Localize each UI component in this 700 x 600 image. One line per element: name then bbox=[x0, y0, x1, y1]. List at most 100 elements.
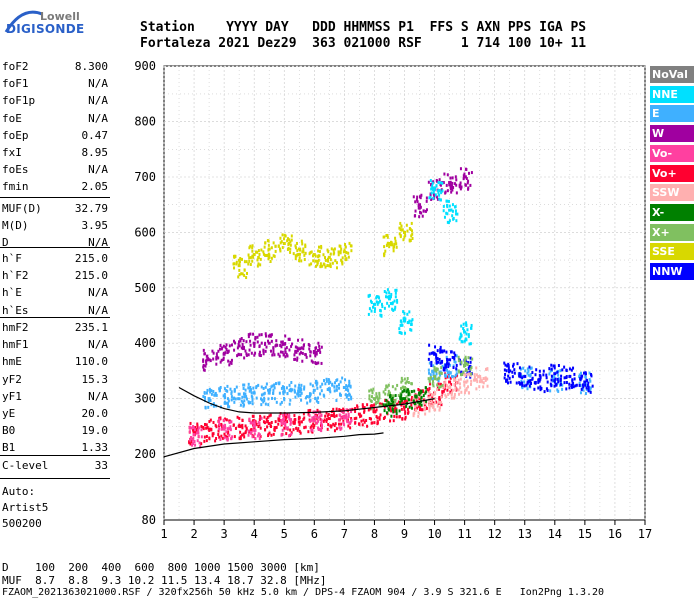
echo-pixel bbox=[439, 361, 442, 365]
echo-pixel bbox=[451, 214, 454, 218]
y-tick-label: 600 bbox=[134, 225, 156, 239]
echo-pixel bbox=[286, 420, 289, 424]
echo-pixel bbox=[196, 427, 199, 431]
echo-pixel bbox=[404, 415, 407, 419]
echo-pixel bbox=[312, 351, 315, 355]
echo-pixel bbox=[282, 353, 285, 357]
echo-pixel bbox=[288, 402, 291, 406]
echo-pixel bbox=[328, 388, 331, 392]
echo-pixel bbox=[428, 379, 431, 383]
echo-pixel bbox=[229, 387, 232, 391]
param-value: 15.3 bbox=[81, 372, 109, 386]
echo-pixel bbox=[320, 361, 323, 365]
echo-pixel bbox=[477, 375, 480, 379]
echo-pixel bbox=[335, 414, 338, 418]
echo-pixel bbox=[403, 407, 406, 411]
echo-pixel bbox=[215, 357, 218, 361]
param-key: D bbox=[2, 236, 9, 250]
echo-pixel bbox=[243, 260, 246, 264]
echo-pixel bbox=[467, 372, 470, 376]
echo-pixel bbox=[425, 196, 428, 200]
echo-pixel bbox=[257, 262, 260, 266]
echo-pixel bbox=[449, 390, 452, 394]
echo-pixel bbox=[513, 368, 516, 372]
echo-pixel bbox=[203, 352, 206, 356]
echo-pixel bbox=[332, 412, 335, 416]
echo-pixel bbox=[410, 322, 413, 326]
echo-pixel bbox=[329, 252, 332, 256]
echo-pixel bbox=[241, 426, 244, 430]
echo-pixel bbox=[230, 390, 233, 394]
echo-pixel bbox=[329, 262, 332, 266]
echo-pixel bbox=[194, 443, 197, 447]
echo-pixel bbox=[455, 372, 458, 376]
echo-pixel bbox=[233, 266, 236, 270]
echo-pixel bbox=[281, 233, 284, 237]
x-tick-label: 7 bbox=[341, 527, 348, 541]
echo-pixel bbox=[524, 369, 527, 373]
echo-pixel bbox=[378, 396, 381, 400]
echo-pixel bbox=[360, 414, 363, 418]
echo-pixel bbox=[542, 373, 545, 377]
echo-pixel bbox=[465, 332, 468, 336]
echo-pixel bbox=[343, 423, 346, 427]
echo-pixel bbox=[458, 382, 461, 386]
echo-pixel bbox=[212, 389, 215, 393]
echo-pixel bbox=[277, 422, 280, 426]
data-point bbox=[297, 420, 301, 424]
echo-pixel bbox=[273, 353, 276, 357]
param-value: 235.1 bbox=[74, 321, 108, 334]
echo-pixel bbox=[223, 427, 226, 431]
echo-pixel bbox=[297, 417, 300, 421]
echo-pixel bbox=[444, 190, 447, 194]
echo-pixel bbox=[443, 385, 446, 389]
echo-pixel bbox=[209, 359, 212, 363]
echo-pixel bbox=[200, 425, 203, 429]
echo-pixel bbox=[375, 392, 378, 396]
echo-pixel bbox=[462, 322, 465, 326]
data-point bbox=[342, 250, 346, 254]
legend-item: W bbox=[650, 125, 694, 143]
echo-pixel bbox=[398, 232, 401, 236]
echo-pixel bbox=[528, 365, 531, 369]
echo-pixel bbox=[573, 377, 576, 381]
echo-pixel bbox=[464, 362, 467, 366]
echo-pixel bbox=[399, 395, 402, 399]
series-sse bbox=[232, 221, 414, 280]
legend-item: SSE bbox=[650, 243, 694, 261]
echo-pixel bbox=[480, 379, 483, 383]
echo-pixel bbox=[553, 364, 556, 368]
echo-pixel bbox=[205, 359, 208, 363]
echo-pixel bbox=[346, 393, 349, 397]
echo-pixel bbox=[384, 399, 387, 403]
echo-pixel bbox=[253, 353, 256, 357]
echo-pixel bbox=[238, 260, 241, 264]
echo-pixel bbox=[471, 357, 474, 361]
echo-pixel bbox=[308, 347, 311, 351]
echo-pixel bbox=[316, 414, 319, 418]
echo-pixel bbox=[373, 309, 376, 313]
echo-pixel bbox=[227, 430, 230, 434]
data-point bbox=[448, 208, 452, 212]
echo-pixel bbox=[197, 426, 200, 430]
echo-pixel bbox=[372, 305, 375, 309]
echo-pixel bbox=[377, 295, 380, 299]
echo-pixel bbox=[586, 384, 589, 388]
echo-pixel bbox=[386, 235, 389, 239]
echo-pixel bbox=[197, 431, 200, 435]
echo-pixel bbox=[549, 389, 552, 393]
echo-pixel bbox=[290, 389, 293, 393]
echo-pixel bbox=[415, 394, 418, 398]
echo-pixel bbox=[386, 295, 389, 299]
echo-pixel bbox=[278, 414, 281, 418]
echo-pixel bbox=[437, 400, 440, 404]
echo-pixel bbox=[278, 354, 281, 358]
echo-pixel bbox=[262, 420, 265, 424]
echo-pixel bbox=[251, 246, 254, 250]
param-value: N/A bbox=[88, 389, 108, 403]
echo-pixel bbox=[244, 388, 247, 392]
echo-pixel bbox=[391, 307, 394, 311]
echo-pixel bbox=[507, 374, 510, 378]
echo-pixel bbox=[451, 355, 454, 359]
echo-pixel bbox=[315, 383, 318, 387]
